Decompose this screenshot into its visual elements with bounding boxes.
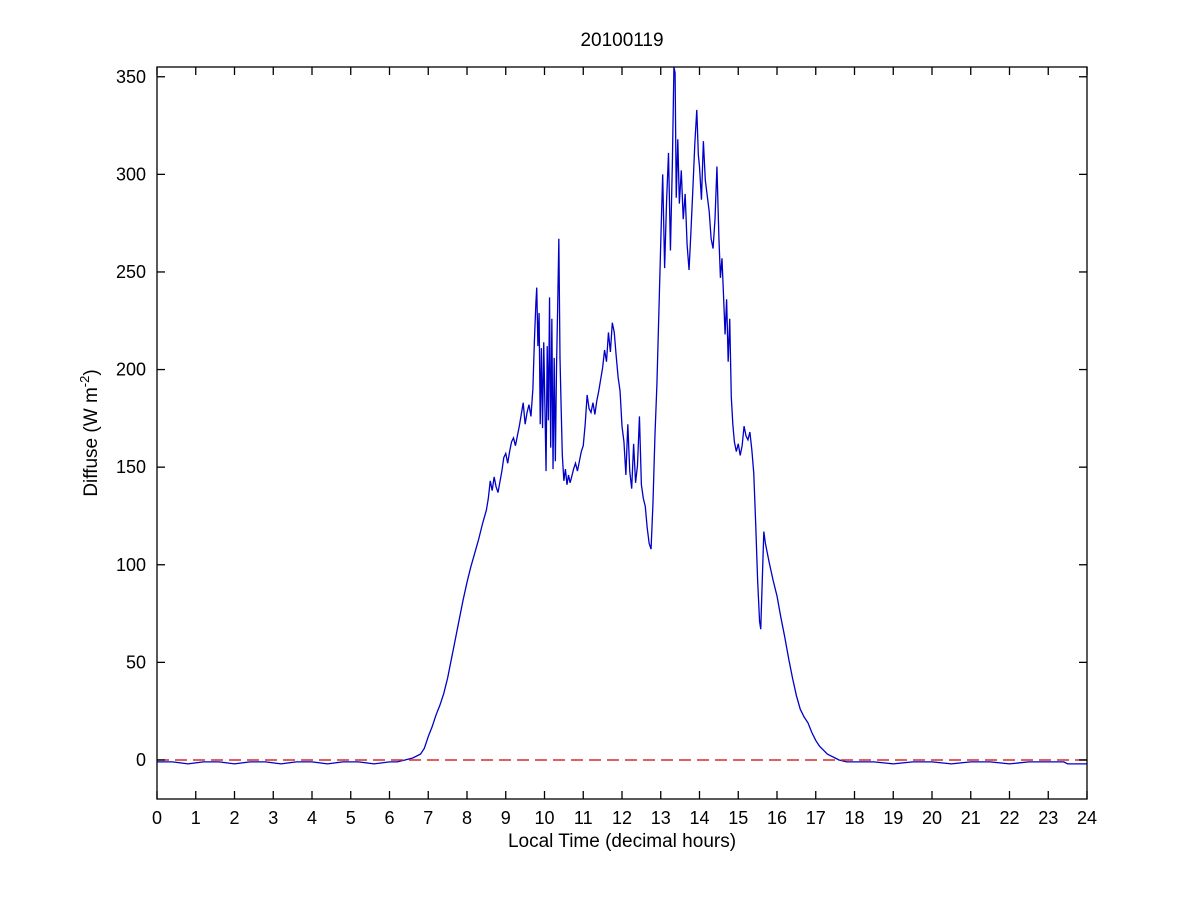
axes-frame [156, 66, 1088, 800]
y-tick-label: 150 [116, 457, 146, 477]
x-tick-label: 24 [1077, 808, 1097, 828]
x-tick-label: 19 [883, 808, 903, 828]
x-tick-label: 23 [1038, 808, 1058, 828]
x-tick-label: 8 [462, 808, 472, 828]
x-tick-label: 15 [728, 808, 748, 828]
y-tick-label: 200 [116, 360, 146, 380]
y-tick-labels: 0 50 100 150 200 250 300 350 [116, 67, 146, 770]
x-tick-label: 12 [612, 808, 632, 828]
x-tick-label: 7 [423, 808, 433, 828]
y-tick-label: 100 [116, 555, 146, 575]
x-tick-label: 16 [767, 808, 787, 828]
y-axis-label-close: ) [81, 369, 102, 376]
x-tick-label: 20 [922, 808, 942, 828]
series-lines [157, 67, 1087, 765]
x-tick-label: 5 [346, 808, 356, 828]
y-tick-label: 300 [116, 164, 146, 184]
y-axis-label-text: Diffuse (W m [81, 387, 102, 497]
diffuse-line [157, 67, 1087, 765]
x-tick-label: 1 [191, 808, 201, 828]
y-axis-label: Diffuse (W m-2) [75, 369, 102, 497]
x-tick-label: 2 [229, 808, 239, 828]
x-tick-label: 22 [999, 808, 1019, 828]
y-tick-label: 0 [136, 750, 146, 770]
x-tick-label: 9 [501, 808, 511, 828]
x-tick-labels: 0 1 2 3 4 5 6 7 8 9 10 11 12 13 14 15 16 17 18 19 20 21 22 23 24 [152, 808, 1097, 828]
x-tick-label: 3 [268, 808, 278, 828]
axis-ticks [156, 67, 1088, 799]
y-tick-label: 250 [116, 262, 146, 282]
x-axis-label: Local Time (decimal hours) [507, 831, 737, 852]
x-tick-label: 17 [806, 808, 826, 828]
x-tick-label: 21 [961, 808, 981, 828]
x-tick-label: 11 [574, 808, 593, 828]
y-tick-label: 50 [126, 652, 146, 672]
chart-title: 20100119 [580, 30, 664, 51]
y-tick-label: 350 [116, 67, 146, 87]
x-tick-label: 6 [384, 808, 394, 828]
y-axis-exponent: -2 [77, 375, 92, 388]
x-tick-label: 18 [844, 808, 864, 828]
x-tick-label: 0 [152, 808, 162, 828]
x-tick-label: 14 [689, 808, 709, 828]
x-tick-label: 13 [651, 808, 671, 828]
x-tick-label: 10 [534, 808, 554, 828]
x-tick-label: 4 [307, 808, 317, 828]
